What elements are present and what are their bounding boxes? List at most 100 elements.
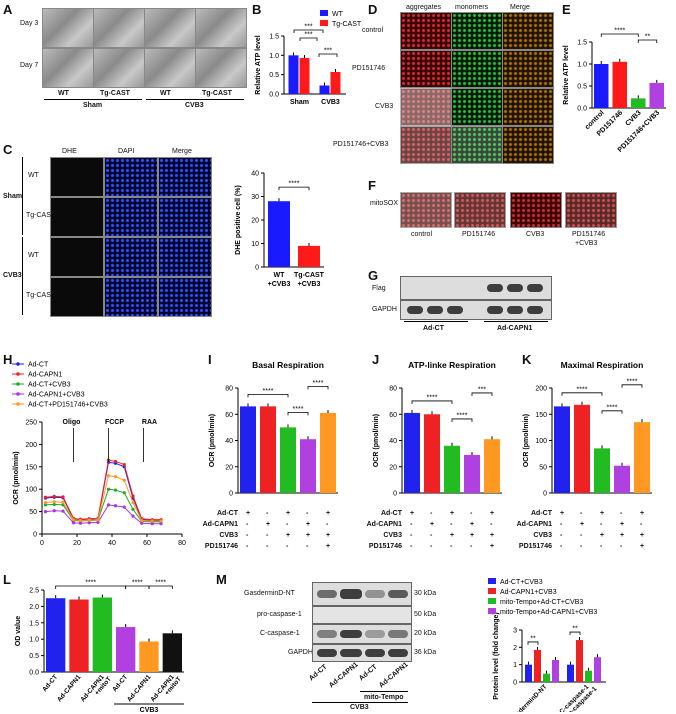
y-tick-label: 0 bbox=[229, 491, 233, 498]
condition-cell: + bbox=[266, 521, 271, 528]
condition-cell: - bbox=[580, 510, 583, 517]
condition-cell: - bbox=[410, 521, 413, 528]
y-axis-label: Protein level (fold change) bbox=[493, 612, 500, 700]
x-tick-label: Tg-CAST bbox=[294, 272, 325, 279]
legend-swatch bbox=[488, 578, 496, 584]
row-label: WT bbox=[28, 252, 39, 259]
data-point bbox=[122, 505, 126, 509]
condition-cell: - bbox=[620, 543, 623, 550]
histology-image bbox=[195, 8, 247, 48]
x-tick-label: 60 bbox=[143, 540, 151, 547]
row-label: Day 3 bbox=[20, 20, 39, 27]
significance-bracket bbox=[621, 384, 643, 388]
row-label: C-caspase-1 bbox=[260, 630, 300, 637]
kda-label: 50 kDa bbox=[414, 611, 437, 618]
legend-label: mito-Tempo+Ad-CT+CVB3 bbox=[500, 599, 583, 606]
data-point bbox=[87, 521, 91, 525]
significance-label: **** bbox=[293, 406, 304, 413]
condition-cell: - bbox=[306, 510, 309, 517]
bar bbox=[594, 657, 601, 682]
condition-cell: + bbox=[580, 521, 585, 528]
significance-bracket bbox=[527, 641, 539, 645]
y-axis-label: OCR (pmol/min) bbox=[209, 414, 216, 467]
lane-label: Ad-CT bbox=[358, 663, 379, 683]
bar bbox=[404, 412, 420, 493]
col-label: Merge bbox=[172, 148, 192, 155]
jc1-image bbox=[451, 88, 503, 126]
y-axis-label: OCR (pmol/min) bbox=[13, 451, 20, 504]
y-tick-label: 60 bbox=[225, 412, 233, 419]
legend-marker bbox=[16, 392, 20, 396]
fluorescence-image bbox=[158, 197, 212, 237]
bar bbox=[424, 414, 440, 493]
data-point bbox=[122, 478, 126, 482]
data-point bbox=[96, 518, 100, 522]
condition-cell: + bbox=[326, 510, 331, 517]
data-point bbox=[78, 518, 83, 523]
condition-label: PD151746 bbox=[368, 543, 402, 550]
significance-label: **** bbox=[263, 388, 274, 395]
group-label: mito-Tempo bbox=[364, 694, 404, 701]
y-tick-label: 100 bbox=[25, 487, 37, 494]
chart-h: 0 50 100 150 200 250 OCR (pmol/min) 0 20 40 60 80 Ad… bbox=[12, 362, 186, 547]
significance-label: **** bbox=[155, 580, 166, 587]
condition-cell: - bbox=[326, 521, 329, 528]
col-label: DHE bbox=[62, 148, 77, 155]
condition-cell: - bbox=[246, 532, 249, 539]
condition-cell: - bbox=[470, 510, 473, 517]
significance-label: *** bbox=[304, 32, 312, 39]
condition-cell: + bbox=[326, 543, 331, 550]
blot-band bbox=[527, 306, 543, 314]
chart-b: 0.0 0.5 1.0 1.5 Relative ATP level Sham CVB3 **… bbox=[255, 10, 362, 106]
condition-cell: - bbox=[266, 532, 269, 539]
condition-cell: - bbox=[560, 532, 563, 539]
bar bbox=[444, 445, 460, 493]
data-point bbox=[159, 522, 163, 526]
y-tick-label: 40 bbox=[225, 438, 233, 445]
condition-cell: + bbox=[490, 510, 495, 517]
fluorescence-image bbox=[158, 157, 212, 197]
data-point bbox=[96, 520, 100, 524]
condition-label: Ad-CT bbox=[381, 510, 402, 517]
lane-label: Ad-CT bbox=[308, 663, 329, 683]
data-point bbox=[43, 501, 48, 505]
data-point bbox=[150, 522, 154, 526]
condition-cell: + bbox=[326, 532, 331, 539]
condition-cell: - bbox=[410, 543, 413, 550]
bar bbox=[567, 664, 574, 682]
y-tick-label: 150 bbox=[25, 464, 37, 471]
data-point bbox=[43, 510, 48, 514]
y-tick-label: 1.0 bbox=[577, 62, 587, 69]
data-point bbox=[106, 487, 111, 491]
x-tick-label: 20 bbox=[73, 540, 81, 547]
legend-label: Ad-CAPN1+CVB3 bbox=[500, 589, 557, 596]
group-line bbox=[312, 702, 408, 703]
histology-image bbox=[42, 8, 94, 48]
bar bbox=[612, 61, 627, 108]
condition-cell: - bbox=[470, 543, 473, 550]
data-point bbox=[140, 521, 144, 525]
significance-bracket bbox=[471, 392, 493, 396]
bar bbox=[116, 627, 136, 672]
y-axis-label: OD value bbox=[15, 616, 22, 646]
bar bbox=[484, 439, 500, 493]
y-axis-label: OCR (pmol/min) bbox=[523, 414, 530, 467]
significance-bracket bbox=[637, 39, 658, 43]
bar bbox=[525, 664, 532, 682]
y-tick-label: 2.0 bbox=[29, 604, 39, 611]
x-tick-label: 40 bbox=[108, 540, 116, 547]
condition-cell: - bbox=[600, 543, 603, 550]
panel-letter-k: K bbox=[522, 352, 532, 367]
condition-cell: + bbox=[286, 532, 291, 539]
condition-cell: - bbox=[580, 532, 583, 539]
condition-cell: + bbox=[306, 532, 311, 539]
kda-label: 20 kDa bbox=[414, 630, 437, 637]
condition-label: CVB3 bbox=[533, 532, 552, 539]
condition-cell: + bbox=[620, 521, 625, 528]
data-point bbox=[122, 462, 126, 467]
significance-label: **** bbox=[457, 412, 468, 419]
condition-cell: - bbox=[246, 543, 249, 550]
chart-k: 0 50 100 150 200 OCR (pmol/min) Maximal Respir… bbox=[523, 360, 652, 498]
panel-letter-j: J bbox=[372, 352, 380, 367]
